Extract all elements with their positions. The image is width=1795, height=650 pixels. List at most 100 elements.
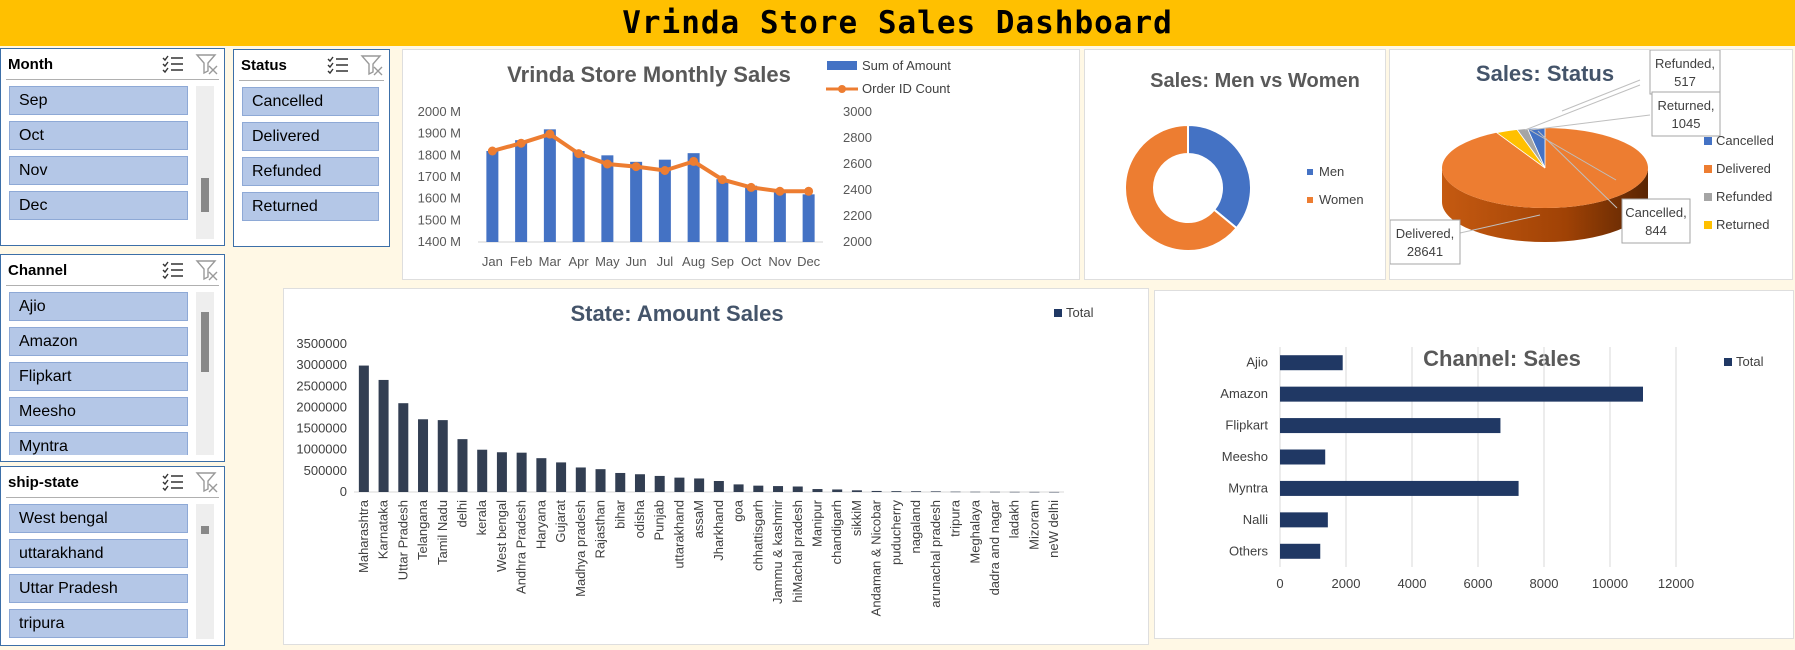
bar-total bbox=[773, 486, 784, 492]
bar-total bbox=[674, 477, 685, 492]
status-panel: Sales: Status Refunded, 517 Returned, 1045 Ca… bbox=[1389, 49, 1793, 280]
x-tick-label: kerala bbox=[474, 499, 489, 535]
bar-total bbox=[891, 491, 902, 492]
x-tick-label: Nov bbox=[768, 254, 792, 269]
x-tick-label: Gujarat bbox=[553, 500, 568, 543]
data-label-refunded-box bbox=[1649, 49, 1721, 95]
bar-total bbox=[753, 485, 764, 492]
bar-total bbox=[634, 474, 645, 492]
y-right-tick-label: 2200 bbox=[843, 208, 872, 223]
slicer-item[interactable]: Uttar Pradesh bbox=[9, 574, 188, 603]
x-tick-label: Rajasthan bbox=[593, 500, 608, 559]
multi-select-icon[interactable] bbox=[326, 54, 350, 76]
bar-total bbox=[1049, 491, 1060, 493]
x-tick-label: uttarakhand bbox=[671, 500, 686, 569]
legend-label-women: Women bbox=[1319, 192, 1364, 207]
bar-sum-of-amount bbox=[773, 192, 786, 242]
data-label-cancelled-name: Cancelled, bbox=[1625, 205, 1686, 220]
line-point-order-id-count bbox=[631, 162, 641, 172]
slicer-item[interactable]: Returned bbox=[242, 192, 379, 221]
slicer-scrollbar[interactable] bbox=[196, 504, 214, 639]
slicer-item[interactable]: tripura bbox=[9, 609, 188, 638]
slicer-item[interactable]: Ajio bbox=[9, 292, 188, 321]
slicer-item[interactable]: West bengal bbox=[9, 504, 188, 533]
bar-total bbox=[457, 439, 468, 492]
x-tick-label: 12000 bbox=[1658, 576, 1694, 591]
leader-line-cancelled bbox=[1537, 130, 1618, 209]
x-tick-label: hiMachal pradesh bbox=[790, 500, 805, 603]
multi-select-icon[interactable] bbox=[161, 259, 185, 281]
bar-total bbox=[496, 452, 507, 492]
slicer-item[interactable]: Meesho bbox=[9, 397, 188, 426]
donut-slice-women bbox=[1124, 123, 1238, 252]
slicer-item[interactable]: Sep bbox=[9, 86, 188, 115]
slicer-item[interactable]: Delivered bbox=[242, 122, 379, 151]
data-label-cancelled-box bbox=[1621, 198, 1691, 244]
x-tick-label: Manipur bbox=[809, 499, 824, 547]
multi-select-icon[interactable] bbox=[161, 471, 185, 493]
slicer-item[interactable]: Myntra bbox=[9, 432, 188, 455]
line-point-order-id-count bbox=[689, 156, 699, 166]
bar-total bbox=[970, 491, 981, 493]
slicer-scrollbar[interactable] bbox=[196, 292, 214, 455]
y-tick-label: 2000000 bbox=[296, 399, 347, 414]
x-tick-label: 0 bbox=[1276, 576, 1283, 591]
line-point-order-id-count bbox=[717, 175, 727, 185]
line-point-order-id-count bbox=[516, 138, 526, 148]
bar-sum-of-amount bbox=[687, 153, 700, 242]
slicer-header: ship-state bbox=[6, 467, 219, 498]
slicer-title: Channel bbox=[8, 261, 68, 279]
slicer-scrollbar[interactable] bbox=[196, 86, 214, 239]
clear-filter-icon[interactable] bbox=[195, 53, 219, 75]
bar-total bbox=[733, 484, 744, 492]
y-right-tick-label: 2800 bbox=[843, 130, 872, 145]
multi-select-icon[interactable] bbox=[161, 53, 185, 75]
y-left-tick-label: 1800 M bbox=[418, 147, 461, 162]
line-point-order-id-count bbox=[602, 159, 612, 169]
x-tick-label: nagaland bbox=[908, 500, 923, 554]
channel-slicer[interactable]: Channel Ajio Amazon Flipkart Meesho Mynt… bbox=[0, 254, 225, 462]
y-left-tick-label: 1700 M bbox=[418, 169, 461, 184]
scrollbar-thumb[interactable] bbox=[201, 178, 209, 212]
bar-total bbox=[516, 452, 527, 492]
gender-donut-chart: Sales: Men vs Women Men Women bbox=[1124, 70, 1364, 252]
data-label-delivered-value: 28641 bbox=[1407, 244, 1443, 259]
leader-line-delivered bbox=[1459, 214, 1541, 234]
slicer-items: Sep Oct Nov Dec bbox=[9, 86, 188, 239]
month-slicer[interactable]: Month Sep Oct Nov Dec bbox=[0, 48, 225, 246]
y-left-tick-label: 1900 M bbox=[418, 126, 461, 141]
slicer-title: ship-state bbox=[8, 473, 79, 491]
x-tick-label: Jammu & kashmir bbox=[770, 499, 785, 604]
bar-total bbox=[950, 491, 961, 493]
scrollbar-thumb[interactable] bbox=[201, 312, 209, 372]
bar-sum-of-amount bbox=[486, 151, 499, 242]
slicer-item[interactable]: uttarakhand bbox=[9, 539, 188, 568]
slicer-item[interactable]: Nov bbox=[9, 156, 188, 185]
clear-filter-icon[interactable] bbox=[360, 54, 384, 76]
bar-total bbox=[437, 420, 448, 492]
clear-filter-icon[interactable] bbox=[195, 259, 219, 281]
bar-total bbox=[1009, 491, 1020, 493]
status-slicer[interactable]: Status Cancelled Delivered Refunded Retu… bbox=[233, 49, 390, 247]
x-tick-label: neW delhi bbox=[1046, 500, 1061, 558]
x-tick-label: chandigarh bbox=[829, 500, 844, 564]
y-right-tick-label: 3000 bbox=[843, 104, 872, 119]
slicer-item[interactable]: Oct bbox=[9, 121, 188, 150]
x-tick-label: Sep bbox=[711, 254, 734, 269]
slicer-item[interactable]: Dec bbox=[9, 191, 188, 220]
slicer-item[interactable]: Refunded bbox=[242, 157, 379, 186]
ship-state-slicer[interactable]: ship-state West bengal uttarakhand Uttar… bbox=[0, 466, 225, 646]
clear-filter-icon[interactable] bbox=[195, 471, 219, 493]
bar-total bbox=[398, 403, 409, 492]
slicer-item[interactable]: Amazon bbox=[9, 327, 188, 356]
legend-label-returned: Returned bbox=[1716, 217, 1769, 232]
scrollbar-thumb[interactable] bbox=[201, 526, 209, 534]
slicer-item[interactable]: Cancelled bbox=[242, 87, 379, 116]
x-tick-label: odisha bbox=[632, 499, 647, 538]
slicer-item[interactable]: Flipkart bbox=[9, 362, 188, 391]
legend-swatch-delivered bbox=[1704, 165, 1712, 173]
x-tick-label: Oct bbox=[741, 254, 762, 269]
x-tick-label: delhi bbox=[454, 500, 469, 528]
y-tick-label: Myntra bbox=[1228, 480, 1269, 495]
x-tick-label: Mizoram bbox=[1026, 500, 1041, 550]
